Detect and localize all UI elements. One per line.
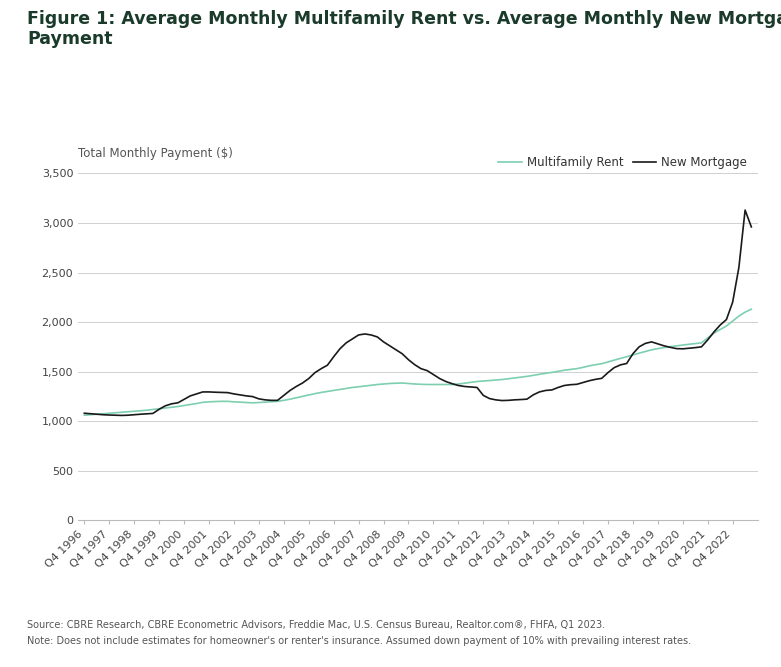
- Multifamily Rent: [391, 380, 401, 388]
- Text: Note: Does not include estimates for homeowner's or renter's insurance. Assumed : Note: Does not include estimates for hom…: [27, 636, 691, 646]
- Multifamily Rent: [653, 345, 662, 353]
- New Mortgage: [740, 206, 750, 214]
- New Mortgage: [192, 390, 201, 398]
- Multifamily Rent: [609, 356, 619, 364]
- Text: Total Monthly Payment ($): Total Monthly Payment ($): [78, 147, 233, 159]
- Legend: Multifamily Rent, New Mortgage: Multifamily Rent, New Mortgage: [494, 151, 751, 174]
- New Mortgage: [747, 223, 756, 231]
- Line: Multifamily Rent: Multifamily Rent: [84, 309, 751, 416]
- Multifamily Rent: [734, 312, 744, 320]
- New Mortgage: [615, 361, 625, 369]
- Text: Source: CBRE Research, CBRE Econometric Advisors, Freddie Mac, U.S. Census Burea: Source: CBRE Research, CBRE Econometric …: [27, 620, 605, 630]
- Multifamily Rent: [747, 305, 756, 313]
- Multifamily Rent: [80, 412, 89, 420]
- New Mortgage: [155, 406, 164, 414]
- Multifamily Rent: [148, 406, 158, 414]
- New Mortgage: [398, 350, 407, 358]
- New Mortgage: [672, 345, 681, 353]
- Line: New Mortgage: New Mortgage: [84, 210, 751, 416]
- Multifamily Rent: [186, 400, 195, 408]
- New Mortgage: [659, 342, 669, 350]
- New Mortgage: [80, 410, 89, 418]
- Text: Payment: Payment: [27, 30, 112, 48]
- Text: Figure 1: Average Monthly Multifamily Rent vs. Average Monthly New Mortgage: Figure 1: Average Monthly Multifamily Re…: [27, 10, 781, 28]
- New Mortgage: [117, 412, 127, 420]
